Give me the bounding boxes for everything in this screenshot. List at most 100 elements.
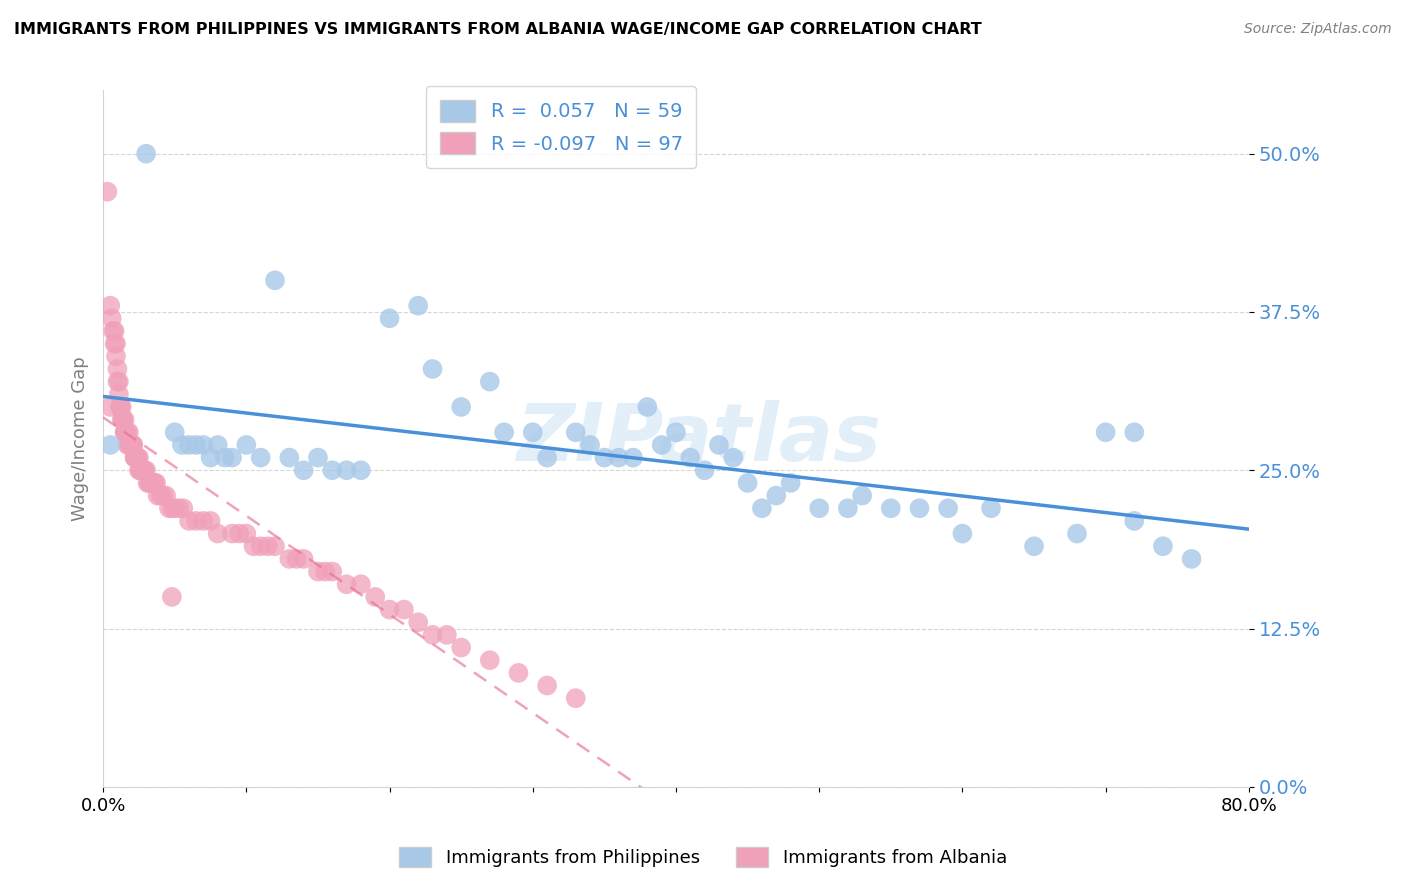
Point <box>200 450 222 465</box>
Point <box>1022 539 1045 553</box>
Point <box>129 463 152 477</box>
Point <box>221 526 243 541</box>
Text: Source: ZipAtlas.com: Source: ZipAtlas.com <box>1244 22 1392 37</box>
Point <box>160 501 183 516</box>
Point <box>228 526 250 541</box>
Point <box>103 324 125 338</box>
Point <box>207 526 229 541</box>
Point <box>124 450 146 465</box>
Point <box>378 311 401 326</box>
Point <box>392 602 415 616</box>
Point <box>837 501 859 516</box>
Point <box>125 450 148 465</box>
Point <box>636 400 658 414</box>
Point <box>264 539 287 553</box>
Point <box>117 425 139 440</box>
Point <box>108 375 131 389</box>
Point <box>200 514 222 528</box>
Point <box>112 412 135 426</box>
Point <box>98 438 121 452</box>
Point <box>249 450 271 465</box>
Point <box>665 425 688 440</box>
Point <box>107 375 129 389</box>
Point <box>564 691 586 706</box>
Point <box>321 463 343 477</box>
Point <box>121 438 143 452</box>
Point <box>1123 425 1146 440</box>
Point <box>145 475 167 490</box>
Point <box>278 450 301 465</box>
Point <box>100 311 122 326</box>
Point <box>132 463 155 477</box>
Point <box>808 501 831 516</box>
Point <box>136 475 159 490</box>
Point <box>1152 539 1174 553</box>
Point <box>707 438 730 452</box>
Point <box>134 463 156 477</box>
Point <box>131 463 153 477</box>
Point <box>1066 526 1088 541</box>
Point <box>579 438 602 452</box>
Point <box>1123 514 1146 528</box>
Point <box>120 438 142 452</box>
Point <box>235 526 257 541</box>
Point <box>693 463 716 477</box>
Point <box>186 438 208 452</box>
Point <box>111 412 134 426</box>
Point <box>120 438 142 452</box>
Point <box>350 463 373 477</box>
Point <box>406 615 429 630</box>
Point <box>221 450 243 465</box>
Point <box>1094 425 1116 440</box>
Point <box>242 539 264 553</box>
Point <box>186 514 208 528</box>
Point <box>125 450 148 465</box>
Text: ZIPatlas: ZIPatlas <box>516 400 882 477</box>
Point <box>115 425 138 440</box>
Point <box>422 628 444 642</box>
Point <box>193 514 215 528</box>
Point <box>278 552 301 566</box>
Point <box>336 463 359 477</box>
Point <box>111 400 134 414</box>
Point <box>936 501 959 516</box>
Point <box>177 438 200 452</box>
Point <box>177 514 200 528</box>
Point <box>564 425 586 440</box>
Point <box>114 412 136 426</box>
Point <box>103 336 125 351</box>
Point <box>264 273 287 287</box>
Point <box>172 501 194 516</box>
Point <box>651 438 673 452</box>
Point <box>292 463 315 477</box>
Point <box>478 375 501 389</box>
Point <box>129 463 152 477</box>
Point <box>146 489 169 503</box>
Point <box>112 412 135 426</box>
Point <box>143 475 166 490</box>
Point <box>336 577 359 591</box>
Point <box>152 489 174 503</box>
Point <box>141 475 163 490</box>
Point <box>494 425 516 440</box>
Point <box>127 450 149 465</box>
Point <box>350 577 373 591</box>
Point <box>980 501 1002 516</box>
Point <box>163 501 186 516</box>
Point <box>1180 552 1202 566</box>
Point <box>139 475 162 490</box>
Legend: Immigrants from Philippines, Immigrants from Albania: Immigrants from Philippines, Immigrants … <box>392 839 1014 874</box>
Point <box>249 539 271 553</box>
Point <box>522 425 544 440</box>
Text: IMMIGRANTS FROM PHILIPPINES VS IMMIGRANTS FROM ALBANIA WAGE/INCOME GAP CORRELATI: IMMIGRANTS FROM PHILIPPINES VS IMMIGRANT… <box>14 22 981 37</box>
Point <box>256 539 278 553</box>
Point <box>422 362 444 376</box>
Point <box>723 450 745 465</box>
Point <box>105 349 128 363</box>
Point <box>436 628 458 642</box>
Point <box>118 425 141 440</box>
Point <box>478 653 501 667</box>
Point <box>127 450 149 465</box>
Point <box>160 590 183 604</box>
Point <box>679 450 702 465</box>
